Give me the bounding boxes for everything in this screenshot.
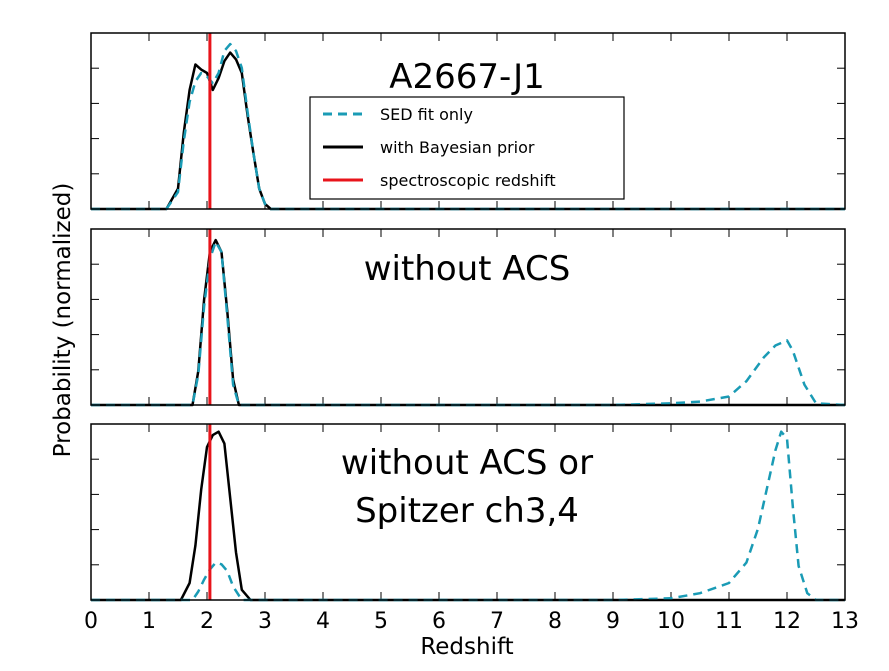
x-tick-label: 6 [432, 609, 446, 634]
panel-title: Spitzer ch3,4 [355, 491, 579, 531]
panel-2: without ACS [90, 228, 846, 407]
x-tick-label: 12 [773, 609, 801, 634]
legend-label-sed: SED fit only [380, 105, 473, 124]
x-tick-label: 11 [715, 609, 743, 634]
x-tick-label: 5 [374, 609, 388, 634]
x-tick-label: 3 [258, 609, 272, 634]
x-axis-label: Redshift [420, 634, 513, 660]
x-tick-label: 7 [490, 609, 504, 634]
sed-fit-line-panel-1 [91, 42, 845, 211]
legend-label-specz: spectroscopic redshift [380, 171, 556, 190]
x-tick-label: 13 [831, 609, 859, 634]
panel-frame [90, 423, 846, 601]
x-tick-label: 10 [657, 609, 685, 634]
panel-3: without ACS or Spitzer ch3,4 [90, 423, 846, 602]
x-tick-label: 9 [606, 609, 620, 634]
x-axis: 0 1 2 3 4 5 6 7 8 9 10 11 12 13 [84, 609, 859, 634]
chart-panels: A2667-J1 without ACS without ACS or Spitzer… [90, 32, 846, 602]
panel-title: without ACS [364, 249, 571, 289]
x-tick-label: 8 [548, 609, 562, 634]
panel-1: A2667-J1 [90, 32, 846, 211]
panel-frame [90, 228, 846, 406]
panel-title: A2667-J1 [389, 57, 545, 97]
bayesian-prior-line-panel-3 [91, 430, 845, 602]
x-tick-label: 4 [316, 609, 330, 634]
panel-title: without ACS or [341, 443, 593, 483]
legend: SED fit only with Bayesian prior spectro… [309, 96, 625, 200]
x-tick-label: 2 [200, 609, 214, 634]
x-tick-label: 0 [84, 609, 98, 634]
x-tick-label: 1 [142, 609, 156, 634]
panel-frame [90, 32, 846, 210]
y-axis-label: Probability (normalized) [50, 183, 76, 458]
legend-label-prior: with Bayesian prior [380, 138, 535, 157]
sed-fit-line-panel-2 [91, 240, 846, 407]
